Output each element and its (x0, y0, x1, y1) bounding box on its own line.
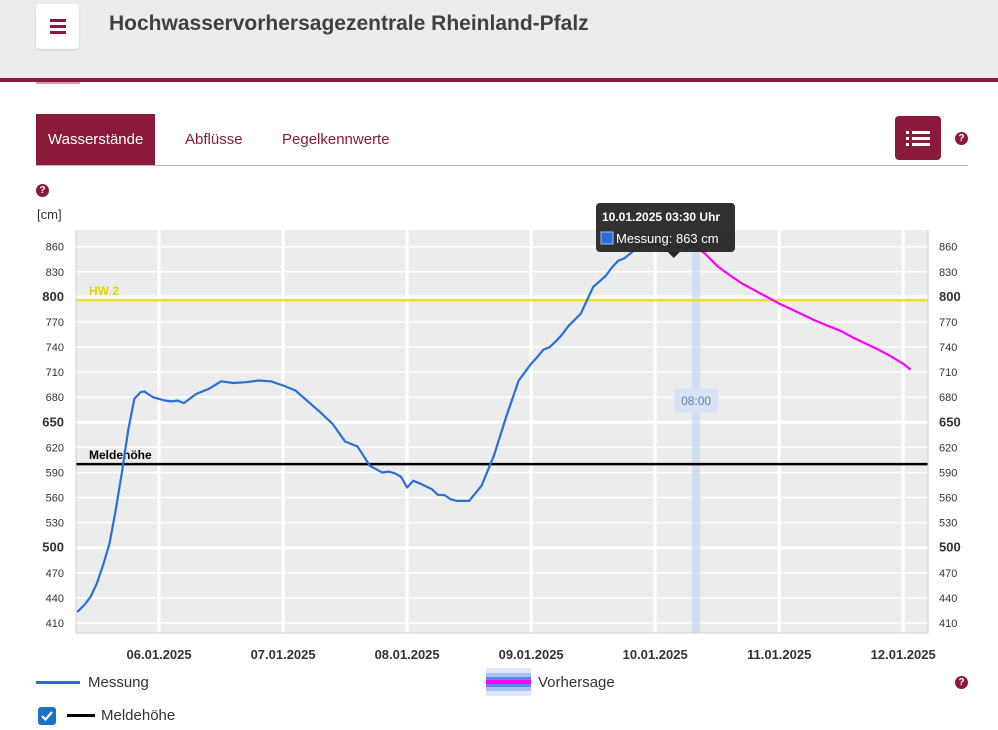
y-tick-label-left: 620 (46, 442, 64, 454)
y-tick-label-right: 740 (939, 342, 957, 354)
x-tick-label: 09.01.2025 (499, 647, 564, 662)
tab-bar: Wasserstände Abflüsse Pegelkennwerte (36, 114, 968, 166)
y-tick-label-left: 560 (46, 493, 64, 505)
tooltip-pointer (667, 252, 680, 258)
legend-messung-label[interactable]: Messung (88, 674, 149, 691)
y-tick-label-left: 410 (46, 618, 64, 630)
y-tick-label-left: 710 (46, 367, 64, 379)
legend-vorhersage-swatch (486, 668, 531, 696)
y-tick-label-left: 500 (42, 540, 64, 555)
threshold-label: HW 2 (89, 284, 119, 298)
y-tick-label-right: 710 (939, 367, 957, 379)
y-tick-label-right: 800 (939, 289, 961, 304)
tab-wasserstaende[interactable]: Wasserstände (36, 114, 156, 165)
y-tick-label-right: 530 (939, 518, 957, 530)
y-tick-label-left: 680 (46, 392, 64, 404)
tab-pegelkennwerte[interactable]: Pegelkennwerte (282, 131, 390, 148)
hamburger-menu-button[interactable] (36, 4, 79, 49)
hamburger-menu-icon (49, 19, 66, 22)
question-circle-icon[interactable]: ? (955, 132, 968, 145)
checkmark-icon (41, 711, 53, 722)
x-tick-label: 07.01.2025 (251, 647, 316, 662)
legend-messung-swatch (36, 681, 80, 684)
x-tick-label: 08.01.2025 (375, 647, 440, 662)
legend-vorhersage-label[interactable]: Vorhersage (538, 674, 615, 691)
tooltip-swatch (600, 231, 614, 245)
y-tick-label-right: 860 (939, 242, 957, 254)
tooltip-value: Messung: 863 cm (616, 231, 719, 246)
x-tick-label: 11.01.2025 (747, 647, 811, 662)
y-tick-label-right: 680 (939, 392, 957, 404)
y-tick-label-right: 830 (939, 267, 957, 279)
y-tick-label-right: 770 (939, 317, 957, 329)
y-tick-label-left: 650 (42, 414, 64, 429)
threshold-label: Meldehöhe (89, 448, 152, 462)
y-tick-label-left: 590 (46, 467, 64, 479)
legend-help-icon[interactable]: ? (955, 676, 968, 689)
forecast-start-label: 08:00 (681, 394, 711, 408)
y-tick-label-right: 650 (939, 414, 961, 429)
x-tick-label: 06.01.2025 (127, 647, 192, 662)
y-tick-label-left: 830 (46, 267, 64, 279)
y-tick-label-right: 470 (939, 568, 957, 580)
y-tick-label-left: 770 (46, 317, 64, 329)
forecast-start-badge (674, 388, 719, 413)
y-tick-label-right: 560 (939, 493, 957, 505)
tooltip-box (596, 203, 735, 252)
header-divider (0, 78, 998, 82)
chart-help-icon[interactable]: ? (36, 184, 49, 197)
y-tick-label-left: 740 (46, 342, 64, 354)
y-tick-label-left: 440 (46, 593, 64, 605)
x-tick-label: 10.01.2025 (623, 647, 688, 662)
x-tick-label: 12.01.2025 (871, 647, 936, 662)
tooltip-title: 10.01.2025 03:30 Uhr (602, 210, 720, 224)
tab-abfluesse[interactable]: Abflüsse (185, 131, 243, 148)
app-header: Hochwasservorhersagezentrale Rheinland-P… (0, 0, 998, 78)
series-line-messung (76, 243, 694, 613)
header-accent-tick (36, 82, 80, 84)
app-title: Hochwasservorhersagezentrale Rheinland-P… (109, 12, 589, 35)
y-tick-label-right: 620 (939, 442, 957, 454)
y-tick-label-left: 860 (46, 242, 64, 254)
legend-meldehoehe-label[interactable]: Meldehöhe (101, 707, 176, 724)
y-tick-label-right: 500 (939, 540, 961, 555)
legend-meldehoehe-swatch (67, 714, 95, 717)
y-tick-label-left: 800 (42, 289, 64, 304)
meldehoehe-checkbox[interactable] (38, 707, 56, 725)
list-icon (906, 131, 930, 146)
y-tick-label-left: 470 (46, 568, 64, 580)
y-tick-label-right: 440 (939, 593, 957, 605)
y-tick-label-left: 530 (46, 518, 64, 530)
series-line-vorhersage (691, 243, 912, 371)
list-view-button[interactable] (895, 116, 941, 160)
y-tick-label-right: 410 (939, 618, 957, 630)
y-tick-label-right: 590 (939, 467, 957, 479)
forecast-start-band (692, 230, 701, 633)
y-axis-unit-label: [cm] (37, 207, 62, 222)
